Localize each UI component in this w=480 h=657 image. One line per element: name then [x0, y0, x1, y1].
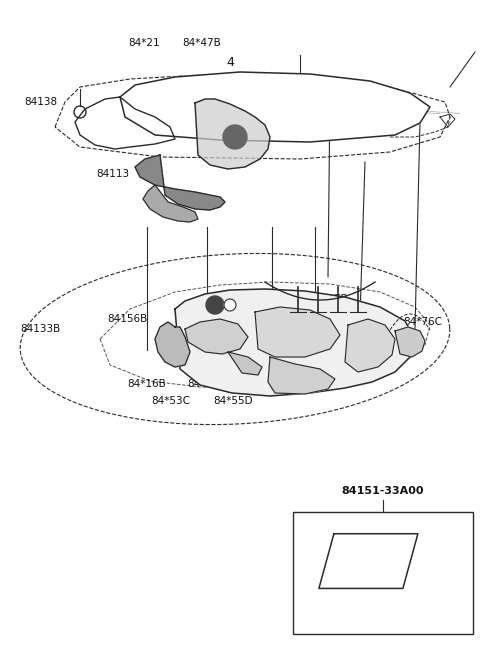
Text: 84*53C: 84*53C — [151, 396, 190, 406]
Polygon shape — [175, 289, 415, 396]
Text: 8416F: 8416F — [298, 379, 331, 390]
Polygon shape — [268, 357, 335, 394]
Text: 84*58A: 84*58A — [346, 340, 384, 350]
Polygon shape — [255, 307, 340, 357]
Polygon shape — [228, 352, 262, 375]
Text: 500x500x1.6: 500x500x1.6 — [349, 602, 417, 612]
Polygon shape — [195, 99, 270, 169]
Text: 84*55D: 84*55D — [213, 396, 252, 406]
Text: 84*16B: 84*16B — [127, 379, 166, 390]
Text: 84151-33A00: 84151-33A00 — [342, 486, 424, 497]
Text: 84*47B: 84*47B — [182, 37, 221, 48]
Text: 84113: 84113 — [96, 169, 130, 179]
Polygon shape — [395, 327, 425, 357]
Circle shape — [206, 296, 224, 314]
Text: 84138: 84138 — [24, 97, 58, 107]
Polygon shape — [143, 185, 198, 222]
Polygon shape — [75, 97, 175, 149]
Polygon shape — [185, 319, 248, 354]
Text: 84*67B: 84*67B — [310, 294, 348, 304]
Circle shape — [224, 299, 236, 311]
Text: 84*76C: 84*76C — [403, 317, 442, 327]
Text: 4: 4 — [227, 56, 234, 69]
Text: 84156B: 84156B — [107, 313, 147, 324]
Bar — [293, 512, 473, 634]
Text: 84*57D: 84*57D — [252, 379, 291, 390]
Circle shape — [223, 125, 247, 149]
Text: 84*21: 84*21 — [128, 37, 160, 48]
Polygon shape — [135, 155, 225, 210]
Polygon shape — [155, 322, 190, 367]
Text: 84133B: 84133B — [21, 323, 61, 334]
Text: 84*61B: 84*61B — [187, 379, 226, 390]
Polygon shape — [120, 72, 430, 142]
Polygon shape — [345, 319, 395, 372]
Polygon shape — [319, 533, 418, 589]
